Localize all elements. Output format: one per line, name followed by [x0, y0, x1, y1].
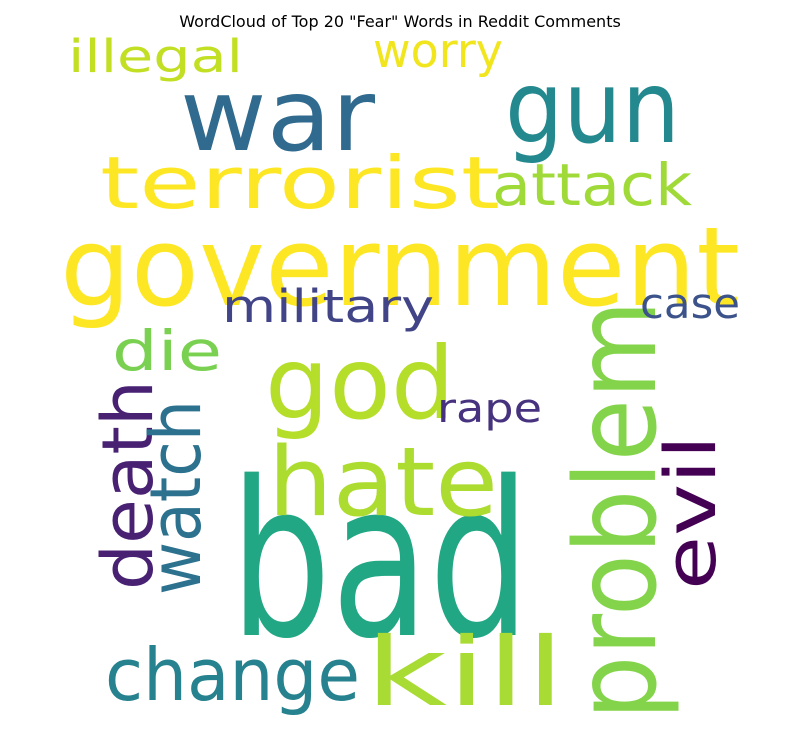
word-illegal: illegal — [68, 30, 243, 83]
word-war: war — [180, 57, 376, 174]
word-watch: watch — [135, 400, 217, 595]
word-case: case — [640, 279, 740, 328]
word-evil: evil — [650, 435, 732, 590]
word-attack: attack — [492, 151, 692, 219]
word-terrorist: terrorist — [100, 141, 500, 225]
word-die: die — [112, 319, 222, 383]
word-god: god — [265, 325, 455, 442]
word-hate: hate — [268, 428, 498, 538]
chart-title: WordCloud of Top 20 "Fear" Words in Redd… — [179, 12, 621, 31]
word-bad: bad — [230, 435, 530, 686]
word-problem: problem — [552, 300, 682, 720]
word-worry: worry — [373, 24, 503, 79]
word-government: government — [60, 203, 740, 331]
word-military: military — [222, 280, 434, 333]
word-death: death — [87, 380, 169, 590]
word-rape: rape — [437, 386, 542, 432]
word-gun: gun — [505, 49, 680, 166]
word-kill: kill — [365, 618, 565, 728]
word-change: change — [105, 633, 360, 717]
